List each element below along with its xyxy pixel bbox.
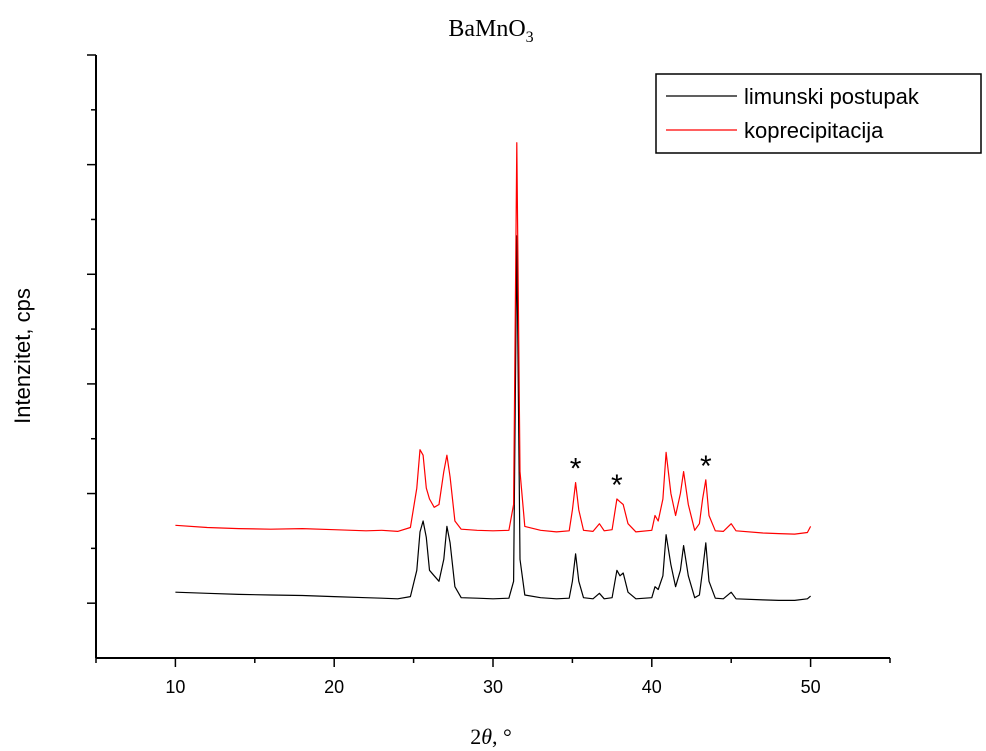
legend-label-koprecipitacija: koprecipitacija <box>744 118 884 143</box>
y-ticks <box>87 54 96 604</box>
peak-asterisk: * <box>700 450 712 483</box>
series-line-koprecipitacija <box>175 142 812 535</box>
x-axis-label-var: θ <box>481 724 492 749</box>
chart-title: BaMnO3 <box>448 16 533 46</box>
legend-label-limunski: limunski postupak <box>744 84 920 109</box>
chart-title-main: BaMnO <box>448 16 525 42</box>
x-tick-label: 50 <box>801 677 821 697</box>
x-tick-label: 10 <box>165 677 185 697</box>
x-axis-label-suffix: , ° <box>492 724 512 749</box>
peak-asterisk: * <box>570 453 582 486</box>
x-tick-label: 20 <box>324 677 344 697</box>
x-tick-label: 30 <box>483 677 503 697</box>
annotations: * * * <box>570 450 712 502</box>
x-axis-label-prefix: 2 <box>470 724 481 749</box>
series-line-limunski-postupak <box>175 235 811 601</box>
peak-asterisk: * <box>611 469 623 502</box>
x-tick-label: 40 <box>642 677 662 697</box>
legend: limunski postupak koprecipitacija <box>655 73 982 154</box>
series-group <box>175 142 812 601</box>
x-axis-label: 2θ, ° <box>470 724 512 749</box>
x-ticks: 10 20 30 40 50 <box>95 658 891 697</box>
y-axis-label: Intenzitet, cps <box>10 288 35 424</box>
legend-box <box>655 73 982 154</box>
chart-title-subscript: 3 <box>526 29 534 46</box>
